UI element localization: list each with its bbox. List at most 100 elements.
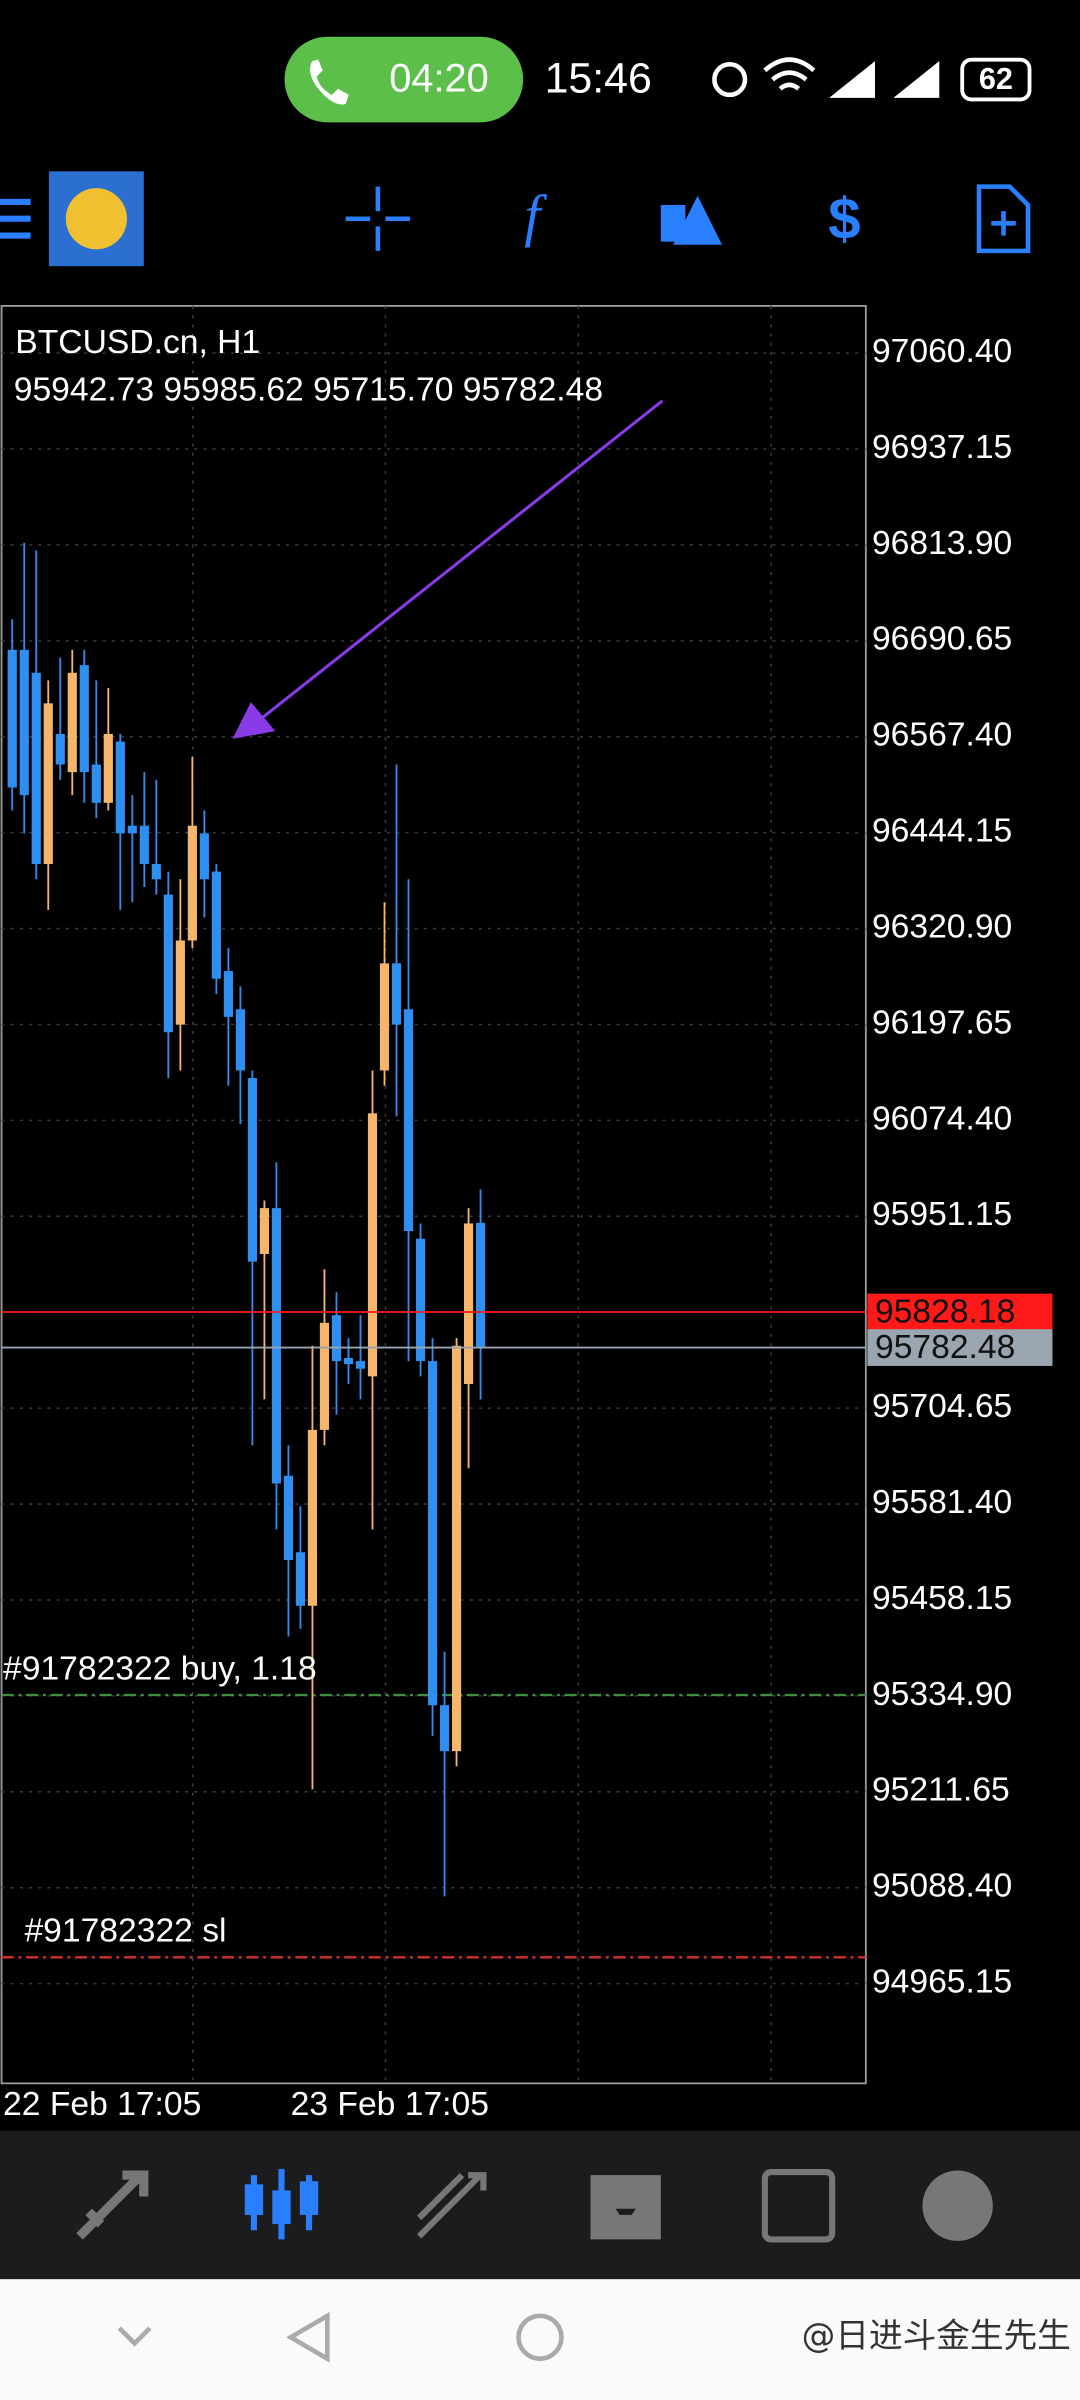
y-tick-label: 96690.65 [872, 621, 1012, 658]
new-order-button[interactable] [976, 184, 1031, 254]
wifi-icon [763, 57, 816, 91]
y-tick-label: 95458.15 [872, 1580, 1012, 1617]
nav-bar [0, 2279, 1080, 2400]
candle-body [7, 649, 17, 788]
price-box [867, 1329, 1053, 1366]
candle-body [331, 1315, 342, 1362]
x-tick-label: 22 Feb 17:05 [3, 2086, 201, 2123]
candle-body [211, 871, 221, 979]
candle-body [463, 1223, 474, 1384]
candle-body [283, 1475, 294, 1560]
candle-body [343, 1357, 354, 1365]
y-tick-label: 95334.90 [872, 1676, 1012, 1713]
trade-tab[interactable] [416, 2172, 487, 2239]
crosshair-button[interactable] [345, 186, 410, 251]
candle-body [439, 1705, 450, 1752]
candle-body [379, 963, 390, 1071]
chat-tab[interactable] [922, 2170, 993, 2241]
order-label: #91782322 buy, 1.18 [3, 1650, 317, 1687]
arrow-head [232, 702, 276, 739]
candle-body [451, 1345, 462, 1752]
order-label: #91782322 sl [24, 1913, 226, 1950]
arrow-line [256, 399, 664, 724]
chart-tab-candle [272, 2190, 291, 2225]
candle-body [415, 1238, 426, 1362]
new-order-plus [991, 211, 1016, 236]
battery-icon [960, 57, 1032, 102]
quote: 95942.73 95985.62 95715.70 95782.48 [14, 371, 603, 408]
candle-body [43, 703, 53, 864]
y-tick-label: 95951.15 [872, 1196, 1012, 1233]
candle-body [55, 733, 65, 765]
y-tick-label: 94965.15 [872, 1964, 1012, 2001]
y-tick-label: 96444.15 [872, 813, 1012, 850]
candle-body [67, 672, 77, 773]
candle-body [199, 833, 209, 880]
signal-icon [829, 61, 940, 98]
candle-body [319, 1322, 330, 1430]
history-tab[interactable] [590, 2175, 661, 2240]
candle-body [235, 1009, 245, 1071]
candle-body [295, 1552, 306, 1606]
candle-body [355, 1361, 366, 1369]
y-tick-label: 95211.65 [872, 1772, 1010, 1809]
y-tick-label: 95581.40 [872, 1484, 1012, 1521]
candle-body [475, 1222, 486, 1348]
candle-body [151, 863, 161, 880]
price-box [867, 1293, 1053, 1331]
objects-button[interactable] [660, 195, 723, 245]
candle-body [31, 672, 41, 864]
chart-tab-candle [244, 2184, 264, 2215]
y-tick-label: 95088.40 [872, 1868, 1012, 1905]
nav-home[interactable] [516, 2313, 564, 2361]
candle-body [259, 1208, 270, 1255]
nav-down[interactable] [117, 2326, 152, 2347]
plot [1, 352, 866, 1985]
price-label: 95828.18 [875, 1293, 1015, 1330]
y-tick-label: 95704.65 [872, 1388, 1012, 1425]
call-timer: 04:20 [389, 57, 489, 101]
candle-body [79, 665, 89, 773]
y-tick-label: 96197.65 [872, 1004, 1012, 1041]
nav-back[interactable] [286, 2311, 330, 2363]
candle-body [187, 825, 197, 941]
candle-body [175, 940, 185, 1025]
candle-body [367, 1113, 378, 1377]
news-tab[interactable] [761, 2169, 836, 2243]
y-tick-label: 96074.40 [872, 1100, 1012, 1137]
clock: 15:46 [545, 54, 652, 102]
y-tick-label: 97060.40 [872, 333, 1012, 370]
tab-bar [0, 2130, 1080, 2280]
candle-body [271, 1208, 282, 1484]
vertical-grid [191, 305, 772, 2084]
candle-body [103, 733, 113, 803]
chart-frame [0, 305, 867, 2085]
candle-body [427, 1361, 438, 1706]
menu-icon[interactable] [0, 198, 31, 239]
chart-tab-candle [299, 2181, 319, 2215]
x-tick-label: 23 Feb 17:05 [291, 2086, 489, 2123]
app-logo-mark [65, 188, 127, 250]
candle-body [19, 649, 29, 796]
watermark: @日进斗金生先生 [802, 2316, 1071, 2355]
quotes-tab[interactable] [76, 2170, 149, 2240]
candle-body [127, 825, 137, 834]
price-label: 95782.48 [875, 1329, 1015, 1366]
candle-body [115, 741, 125, 834]
candle-body [223, 971, 233, 1017]
trade-button[interactable]: $ [828, 187, 860, 252]
battery-level: 62 [979, 62, 1013, 96]
chart-title: BTCUSD.cn, H1 [15, 324, 260, 361]
candle-body [391, 963, 402, 1025]
y-tick-label: 96937.15 [872, 429, 1012, 466]
y-tick-label: 96320.90 [872, 908, 1012, 945]
candle-body [139, 825, 149, 864]
candle-body [247, 1078, 257, 1262]
candle-body [403, 1009, 414, 1232]
alarm-icon [712, 61, 748, 98]
candle-body [307, 1429, 318, 1606]
y-tick-label: 96813.90 [872, 525, 1012, 562]
